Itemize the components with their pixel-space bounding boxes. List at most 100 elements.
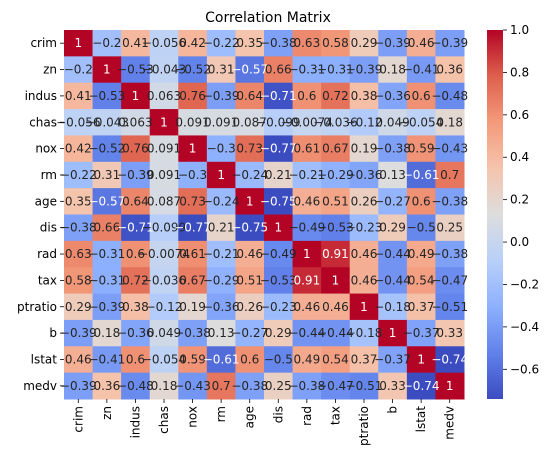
cell-value-label: 0.46: [293, 300, 320, 314]
heatmap-cell: [121, 135, 151, 163]
heatmap-cell: [406, 267, 436, 295]
cell-value-label: 1: [160, 115, 168, 129]
heatmap-cell: [149, 240, 179, 268]
heatmap-cell: [349, 293, 379, 321]
heatmap-cell: [321, 188, 351, 215]
cell-value-label: −0.74: [403, 379, 440, 393]
cell-value-label: −0.61: [403, 168, 440, 182]
cell-value-label: −0.38: [174, 326, 211, 340]
colorbar-tick-label: 0.4: [510, 150, 529, 164]
heatmap-cell: [264, 188, 294, 215]
heatmap-cell: [149, 319, 179, 347]
heatmap-cell: [149, 267, 179, 295]
cell-value-label: 0.091: [147, 168, 181, 182]
heatmap-cell: [349, 319, 379, 347]
heatmap-cell: [121, 319, 151, 347]
heatmap-cell: [321, 161, 351, 189]
heatmap-cell: [321, 240, 351, 268]
cell-value-label: −0.12: [146, 300, 183, 314]
heatmap-cell: [292, 135, 322, 163]
cell-value-label: −0.47: [317, 379, 354, 393]
heatmap-cell: [149, 30, 179, 57]
cell-value-label: −0.2: [92, 36, 121, 50]
heatmap-cell: [349, 214, 379, 242]
cell-value-label: 0.91: [293, 273, 320, 287]
cell-value-label: −0.77: [260, 142, 297, 156]
cell-value-label: 1: [274, 221, 282, 235]
heatmap-cell: [149, 56, 179, 84]
cell-value-label: −0.18: [374, 300, 411, 314]
cell-value-label: 0.7: [212, 379, 231, 393]
cell-value-label: 0.59: [408, 142, 435, 156]
heatmap-cell: [149, 161, 179, 189]
heatmap-cell: [206, 214, 236, 242]
cell-value-label: 0.29: [379, 221, 406, 235]
cell-value-label: 1: [417, 352, 425, 366]
cell-value-label: 0.091: [147, 142, 181, 156]
cell-value-label: −0.36: [117, 326, 154, 340]
cell-value-label: −0.5: [407, 221, 436, 235]
heatmap-cell: [406, 240, 436, 268]
heatmap-cell: [206, 161, 236, 189]
heatmap-cell: [206, 319, 236, 347]
cell-value-label: −0.054: [142, 352, 186, 366]
heatmap-cell: [321, 56, 351, 84]
cell-value-label: −0.36: [374, 89, 411, 103]
heatmap-cell: [178, 30, 208, 57]
heatmap-cell: [321, 319, 351, 347]
heatmap-cell: [206, 240, 236, 268]
cell-value-label: −0.37: [403, 326, 440, 340]
cell-value-label: 0.6: [126, 352, 145, 366]
cell-value-label: −0.38: [60, 221, 97, 235]
cell-value-label: 0.51: [322, 194, 349, 208]
colorbar-tick-label: 0.2: [510, 193, 529, 207]
cell-value-label: 0.049: [375, 115, 409, 129]
row-tick-label: zn: [43, 63, 57, 77]
heatmap-cell: [292, 346, 322, 374]
heatmap-cell: [349, 30, 379, 57]
heatmap-cell: [435, 372, 465, 400]
row-tick-label: chas: [29, 115, 57, 129]
cell-value-label: −0.2: [64, 63, 93, 77]
cell-value-label: −0.22: [203, 36, 240, 50]
heatmap-cell: [435, 135, 465, 163]
cell-value-label: 1: [446, 379, 454, 393]
cell-value-label: 1: [189, 142, 197, 156]
cell-value-label: 0.63: [65, 247, 92, 261]
cell-value-label: 0.42: [179, 36, 206, 50]
row-tick-label: rm: [41, 168, 57, 182]
cell-value-label: 0.21: [208, 221, 235, 235]
cell-value-label: −0.29: [317, 168, 354, 182]
heatmap-cell: [292, 161, 322, 189]
heatmap-cell: [321, 267, 351, 295]
heatmap-cell: [321, 109, 351, 136]
heatmap-cell: [378, 109, 408, 136]
cell-value-label: 0.76: [179, 89, 206, 103]
cell-value-label: 0.64: [122, 194, 149, 208]
cell-value-label: 0.35: [65, 194, 92, 208]
cell-value-label: −0.53: [117, 63, 154, 77]
heatmap-cell: [64, 267, 94, 295]
cell-value-label: −0.21: [203, 247, 240, 261]
heatmap-cell: [264, 135, 294, 163]
cell-value-label: 0.19: [179, 300, 206, 314]
cell-value-label: −0.57: [231, 63, 268, 77]
heatmap-cell: [178, 346, 208, 374]
cell-value-label: 0.13: [208, 326, 235, 340]
heatmap-cell: [178, 214, 208, 242]
cell-value-label: −0.3: [178, 168, 207, 182]
cell-value-label: −0.52: [174, 63, 211, 77]
heatmap-cell: [64, 188, 94, 215]
heatmap-cell: [235, 319, 265, 347]
heatmap-cell: [92, 56, 122, 84]
heatmap-cell: [378, 188, 408, 215]
heatmap-cell: [435, 319, 465, 347]
cell-value-label: −0.44: [288, 326, 325, 340]
heatmap-cell: [149, 82, 179, 110]
heatmap-cell: [264, 161, 294, 189]
cell-value-label: −0.39: [374, 36, 411, 50]
cell-value-label: −0.48: [431, 89, 468, 103]
cell-value-label: 0.72: [322, 89, 349, 103]
heatmap-cell: [406, 56, 436, 84]
